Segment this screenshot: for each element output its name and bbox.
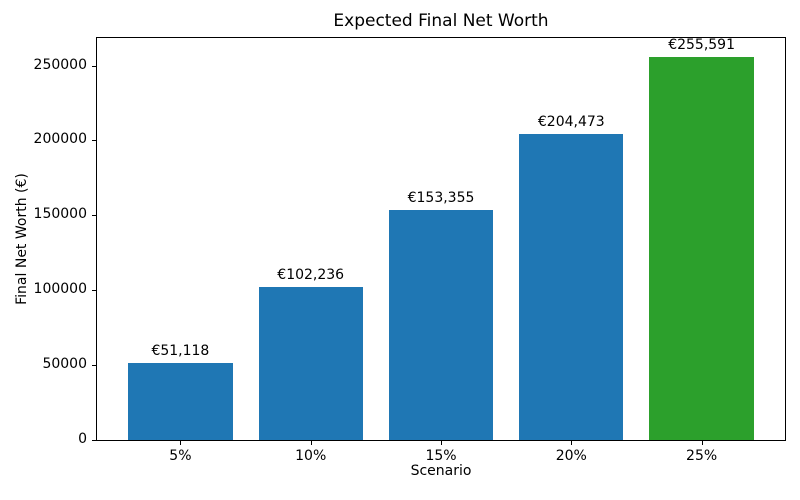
x-tick-mark	[701, 441, 703, 445]
x-tick-mark	[180, 441, 182, 445]
bar-25%	[649, 57, 754, 440]
y-tick-label: 50000	[42, 356, 87, 373]
x-tick-label: 5%	[169, 448, 192, 464]
bar-20%	[519, 133, 624, 440]
y-axis-label-text: Final Net Worth (€)	[14, 173, 30, 305]
bar-value-label: €102,236	[277, 266, 345, 283]
bar-10%	[258, 286, 363, 440]
y-tick-mark	[92, 290, 96, 292]
bar-value-label: €204,473	[537, 113, 605, 130]
x-tick-label: 20%	[555, 448, 587, 464]
x-tick-label: 25%	[686, 448, 718, 464]
y-tick-mark	[92, 215, 96, 217]
x-axis-label: Scenario	[410, 463, 472, 479]
x-tick-label: 15%	[425, 448, 457, 464]
x-tick-mark	[441, 441, 442, 445]
bar-value-label: €153,355	[407, 190, 475, 207]
y-tick-mark	[92, 365, 96, 367]
bar-value-label: €51,118	[151, 343, 210, 360]
y-tick-label: 100000	[33, 281, 87, 298]
y-tick-mark	[92, 440, 96, 441]
x-tick-label: 10%	[295, 448, 327, 464]
y-tick-label: 150000	[33, 206, 87, 223]
y-tick-label: 0	[78, 431, 87, 447]
y-tick-label: 250000	[33, 56, 87, 73]
y-tick-mark	[92, 65, 96, 67]
bar-15%	[388, 210, 494, 440]
chart-title: Expected Final Net Worth	[333, 11, 549, 31]
plot-area: €51,118 €102,236 €153,355 €204,473 €255,591	[96, 37, 786, 441]
x-tick-mark	[571, 441, 573, 445]
x-tick-mark	[310, 441, 312, 445]
y-tick-mark	[92, 140, 96, 142]
y-tick-label: 200000	[33, 131, 87, 148]
bar-value-label: €255,591	[668, 37, 735, 54]
bar-5%	[128, 363, 233, 440]
